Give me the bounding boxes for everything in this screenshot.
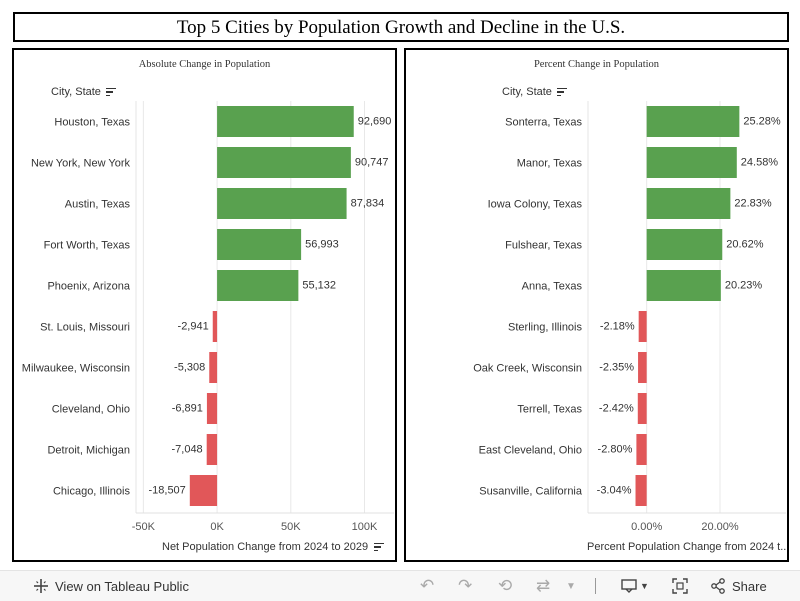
panel-title: Percent Change in Population <box>533 59 660 70</box>
bar[interactable] <box>646 147 737 178</box>
column-header-label: City, State <box>51 86 101 98</box>
x-tick-label: 50K <box>281 521 301 533</box>
x-tick-label: 20.00% <box>701 521 739 533</box>
sort-icon[interactable] <box>374 542 385 552</box>
x-tick-label: 0.00% <box>631 521 662 533</box>
x-tick-label: 0K <box>210 521 224 533</box>
category-label[interactable]: Detroit, Michigan <box>47 445 130 457</box>
absolute-change-panel: Absolute Change in Population City, Stat… <box>12 48 397 562</box>
data-label: -2.35% <box>599 362 634 374</box>
category-label[interactable]: Milwaukee, Wisconsin <box>22 363 130 375</box>
bar[interactable] <box>217 229 302 260</box>
chevron-down-icon[interactable]: ▼ <box>566 580 576 592</box>
sort-icon[interactable] <box>105 87 116 97</box>
data-label: -3.04% <box>597 485 632 497</box>
data-label: -2.18% <box>600 321 635 333</box>
data-label: -7,048 <box>171 444 202 456</box>
data-label: 56,993 <box>305 239 339 251</box>
x-axis-title: Percent Population Change from 2024 t.. <box>587 541 786 553</box>
bar[interactable] <box>646 229 723 260</box>
bar[interactable] <box>206 434 218 465</box>
x-tick-label: 100K <box>352 521 378 533</box>
x-axis-title-text: Percent Population Change from 2024 t.. <box>587 541 787 553</box>
data-label: 20.23% <box>725 280 763 292</box>
sort-icon[interactable] <box>556 87 567 97</box>
data-label: -2.80% <box>598 444 633 456</box>
bar[interactable] <box>646 270 721 301</box>
data-label: -18,507 <box>148 485 185 497</box>
x-axis-title-text: Net Population Change from 2024 to 2029 <box>162 541 369 553</box>
tableau-logo-icon <box>34 579 48 593</box>
data-label: -2.42% <box>599 403 634 415</box>
percent-change-panel: Percent Change in Population City, State… <box>404 48 789 562</box>
category-label[interactable]: Chicago, Illinois <box>53 486 131 498</box>
data-label: -6,891 <box>172 403 203 415</box>
category-label[interactable]: Austin, Texas <box>65 199 131 211</box>
category-label[interactable]: New York, New York <box>31 158 131 170</box>
data-label: 20.62% <box>726 239 764 251</box>
bar[interactable] <box>209 352 218 383</box>
column-header-city[interactable]: City, State <box>51 86 116 98</box>
category-label[interactable]: Terrell, Texas <box>517 404 582 416</box>
category-label[interactable]: Iowa Colony, Texas <box>488 199 583 211</box>
refresh-icon[interactable]: ⇄ <box>536 576 551 595</box>
x-axis-title: Net Population Change from 2024 to 2029 <box>162 541 385 553</box>
redo-icon[interactable]: ↷ <box>458 576 473 595</box>
bar[interactable] <box>212 311 218 342</box>
revert-icon[interactable]: ⟲ <box>498 576 513 595</box>
category-label[interactable]: Fulshear, Texas <box>505 240 582 252</box>
dashboard-title: Top 5 Cities by Population Growth and De… <box>13 12 789 42</box>
bar[interactable] <box>217 147 351 178</box>
tableau-toolbar: View on Tableau Public ↶ ↷ ⟲ ⇄ ▼ ▼ Share <box>0 570 800 601</box>
bar[interactable] <box>646 106 740 137</box>
data-label: -5,308 <box>174 362 205 374</box>
toolbar-divider <box>595 571 596 601</box>
category-label[interactable]: Oak Creek, Wisconsin <box>473 363 582 375</box>
view-on-tableau-link[interactable]: View on Tableau Public <box>33 571 189 601</box>
data-label: 25.28% <box>743 116 781 128</box>
bar[interactable] <box>638 311 647 342</box>
data-label: 92,690 <box>358 116 392 128</box>
bar[interactable] <box>217 188 347 219</box>
bar[interactable] <box>638 352 647 383</box>
category-label[interactable]: East Cleveland, Ohio <box>479 445 582 457</box>
data-label: 90,747 <box>355 157 389 169</box>
bar[interactable] <box>217 106 354 137</box>
category-label[interactable]: Cleveland, Ohio <box>52 404 130 416</box>
share-button[interactable]: Share <box>710 571 767 601</box>
data-label: 24.58% <box>741 157 779 169</box>
undo-icon[interactable]: ↶ <box>420 576 435 595</box>
category-label[interactable]: Manor, Texas <box>517 158 583 170</box>
bar[interactable] <box>217 270 299 301</box>
percent-change-chart: 0.00% 20.00% Sonterra, Texas 25.28% Manor, T… <box>473 101 786 533</box>
category-label[interactable]: Sonterra, Texas <box>505 117 582 129</box>
data-label: -2,941 <box>178 321 209 333</box>
category-label[interactable]: Susanville, California <box>479 486 583 498</box>
view-on-tableau-label: View on Tableau Public <box>55 578 189 594</box>
category-label[interactable]: Phoenix, Arizona <box>47 281 130 293</box>
panel-title: Absolute Change in Population <box>138 59 271 70</box>
data-label: 55,132 <box>302 280 336 292</box>
share-icon <box>711 578 725 594</box>
download-icon[interactable]: ▼ <box>621 571 649 601</box>
bar[interactable] <box>646 188 731 219</box>
category-label[interactable]: St. Louis, Missouri <box>40 322 130 334</box>
bar[interactable] <box>206 393 218 424</box>
bar[interactable] <box>635 475 647 506</box>
data-label: 87,834 <box>351 198 385 210</box>
bar[interactable] <box>637 393 647 424</box>
absolute-change-chart: -50K 0K 50K 100K Houston, Texas 92,690 New Yor… <box>22 101 394 533</box>
category-label[interactable]: Houston, Texas <box>54 117 130 129</box>
column-header-city[interactable]: City, State <box>502 86 567 98</box>
category-label[interactable]: Sterling, Illinois <box>508 322 582 334</box>
category-label[interactable]: Fort Worth, Texas <box>44 240 131 252</box>
data-label: 22.83% <box>734 198 772 210</box>
bar[interactable] <box>636 434 647 465</box>
x-tick-label: -50K <box>132 521 156 533</box>
fullscreen-icon[interactable] <box>672 571 688 601</box>
column-header-label: City, State <box>502 86 552 98</box>
category-label[interactable]: Anna, Texas <box>522 281 583 293</box>
bar[interactable] <box>189 475 218 506</box>
share-label: Share <box>732 578 767 594</box>
